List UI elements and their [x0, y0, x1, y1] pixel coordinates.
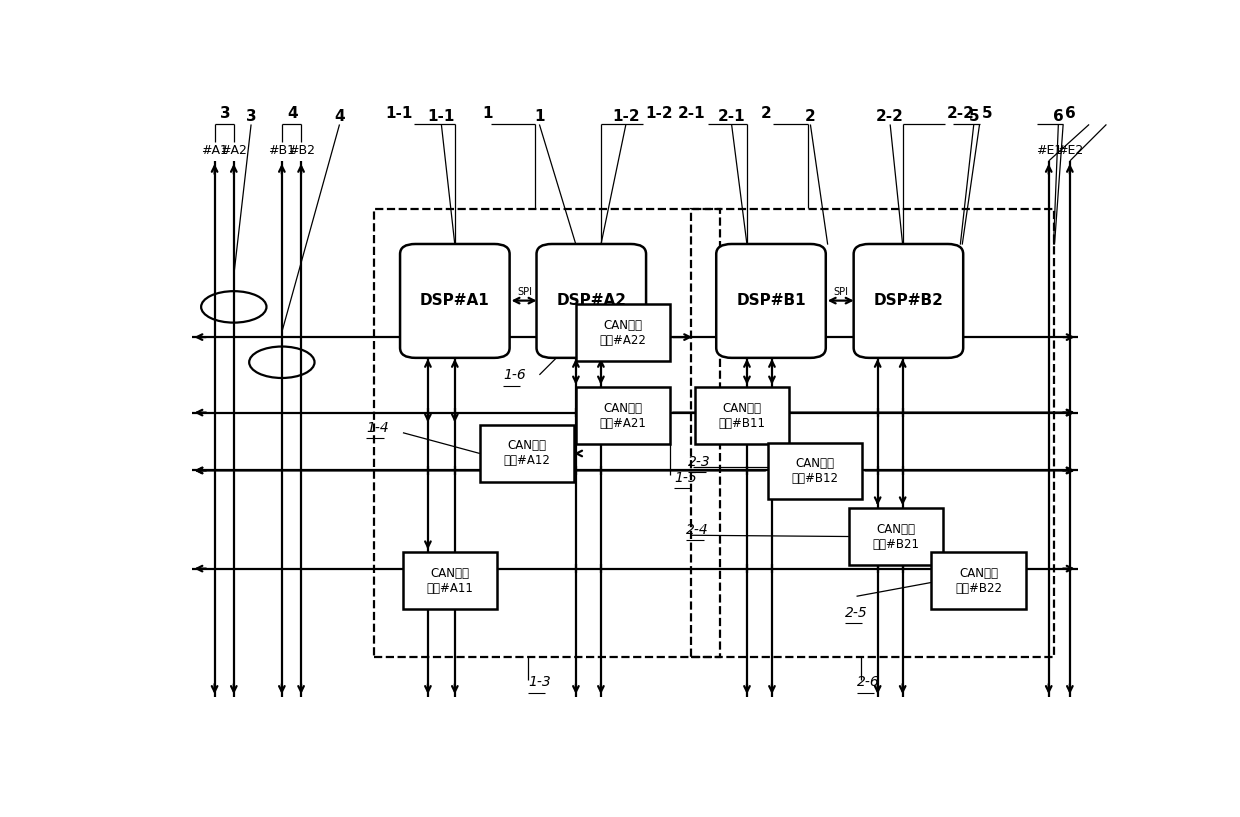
Bar — [480, 425, 574, 482]
Text: CAN总线
端口#B12: CAN总线 端口#B12 — [791, 457, 838, 485]
Text: 2-4: 2-4 — [687, 523, 709, 537]
Bar — [403, 552, 497, 609]
Text: 2: 2 — [805, 109, 816, 124]
Text: SPI: SPI — [833, 287, 848, 297]
Text: 1: 1 — [534, 109, 544, 124]
Text: 2-2: 2-2 — [947, 106, 975, 121]
Text: 2-2: 2-2 — [877, 109, 904, 124]
Text: #E1: #E1 — [1035, 145, 1061, 158]
Text: 6: 6 — [1065, 106, 1076, 121]
Text: SPI: SPI — [517, 287, 532, 297]
Text: 2-3: 2-3 — [688, 455, 711, 469]
FancyBboxPatch shape — [717, 244, 826, 358]
FancyBboxPatch shape — [537, 244, 646, 358]
Bar — [696, 387, 790, 444]
Text: 1-4: 1-4 — [367, 421, 389, 435]
Text: CAN总线
端口#B22: CAN总线 端口#B22 — [955, 566, 1002, 595]
Bar — [575, 387, 670, 444]
Text: DSP#A2: DSP#A2 — [557, 293, 626, 309]
Text: 5: 5 — [982, 106, 992, 121]
Text: CAN总线
端口#A12: CAN总线 端口#A12 — [503, 440, 551, 467]
Text: 1-1: 1-1 — [386, 106, 413, 121]
Text: 4: 4 — [288, 106, 299, 121]
Bar — [374, 209, 720, 657]
Text: 1-5: 1-5 — [675, 471, 697, 485]
Bar — [849, 508, 942, 565]
Bar — [768, 443, 862, 499]
Text: 2-6: 2-6 — [857, 676, 879, 690]
Text: 3: 3 — [221, 106, 231, 121]
Text: CAN总线
端口#A11: CAN总线 端口#A11 — [427, 566, 474, 595]
FancyBboxPatch shape — [401, 244, 510, 358]
Text: 6: 6 — [1053, 109, 1064, 124]
Bar — [575, 305, 670, 361]
Text: #A2: #A2 — [221, 145, 247, 158]
Text: DSP#A1: DSP#A1 — [420, 293, 490, 309]
Text: 4: 4 — [335, 109, 345, 124]
Bar — [691, 209, 1054, 657]
Text: 2-1: 2-1 — [718, 109, 745, 124]
Text: CAN总线
端口#A21: CAN总线 端口#A21 — [600, 402, 646, 430]
Text: CAN总线
端口#A22: CAN总线 端口#A22 — [600, 319, 646, 346]
Text: 1-6: 1-6 — [503, 368, 526, 382]
Text: 5: 5 — [968, 109, 980, 124]
Text: 2-1: 2-1 — [678, 106, 706, 121]
Text: 2: 2 — [760, 106, 771, 121]
Text: #B2: #B2 — [288, 145, 315, 158]
Text: CAN总线
端口#B11: CAN总线 端口#B11 — [719, 402, 765, 430]
Text: 1-3: 1-3 — [528, 676, 551, 690]
Bar — [931, 552, 1025, 609]
Text: DSP#B1: DSP#B1 — [737, 293, 806, 309]
Text: DSP#B2: DSP#B2 — [873, 293, 944, 309]
Text: 1-2: 1-2 — [645, 106, 673, 121]
Text: #A1: #A1 — [201, 145, 228, 158]
Text: CAN总线
端口#B21: CAN总线 端口#B21 — [873, 523, 919, 551]
Text: 1-1: 1-1 — [428, 109, 455, 124]
Text: 1: 1 — [482, 106, 494, 121]
Text: 3: 3 — [246, 109, 257, 124]
Text: 1-2: 1-2 — [613, 109, 640, 124]
Text: #B1: #B1 — [268, 145, 295, 158]
Text: #E2: #E2 — [1056, 145, 1083, 158]
FancyBboxPatch shape — [853, 244, 963, 358]
Text: 2-5: 2-5 — [844, 606, 868, 620]
